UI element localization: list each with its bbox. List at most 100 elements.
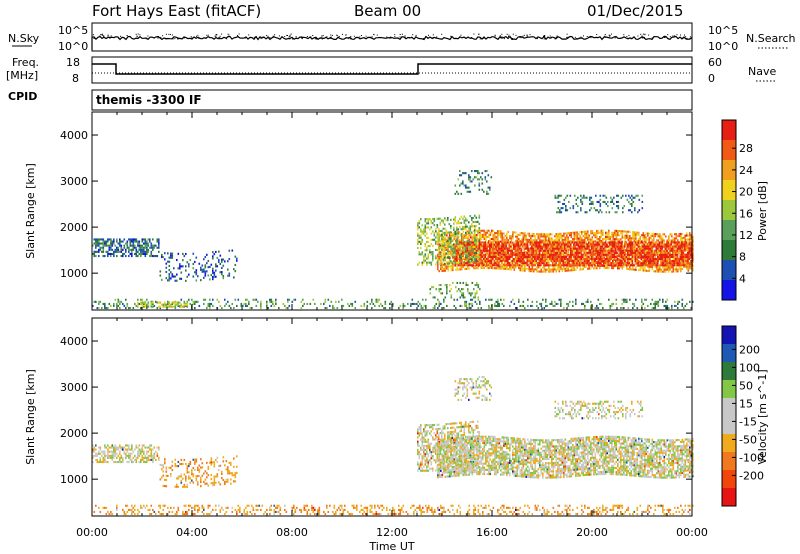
heatmap-cell	[611, 267, 613, 270]
heatmap-cell	[471, 241, 473, 244]
heatmap-cell	[560, 300, 562, 303]
nsearch-point	[672, 35, 674, 37]
heatmap-cell	[654, 302, 657, 305]
heatmap-cell	[302, 298, 304, 301]
nsearch-point	[640, 33, 642, 35]
heatmap-cell	[618, 262, 620, 265]
heatmap-cell	[525, 243, 527, 246]
heatmap-cell	[453, 233, 456, 236]
heatmap-cell	[527, 253, 529, 256]
heatmap-cell	[215, 269, 217, 272]
heatmap-cell	[524, 232, 526, 235]
heatmap-cell	[561, 247, 563, 250]
nsearch-point	[423, 38, 425, 39]
heatmap-cell	[568, 241, 571, 244]
heatmap-cell	[509, 304, 511, 307]
heatmap-cell	[668, 237, 670, 240]
heatmap-cell	[531, 253, 533, 256]
heatmap-cell	[626, 232, 628, 235]
heatmap-cell	[556, 260, 559, 263]
heatmap-cell	[511, 249, 514, 252]
heatmap-cell	[633, 254, 636, 257]
nsearch-point	[373, 34, 375, 36]
heatmap-cell	[674, 258, 676, 261]
heatmap-cell	[532, 264, 535, 267]
heatmap-cell	[143, 248, 145, 251]
heatmap-cell	[634, 260, 637, 263]
heatmap-cell	[626, 265, 628, 268]
heatmap-cell	[596, 246, 598, 249]
heatmap-cell	[651, 263, 654, 266]
heatmap-cell	[586, 260, 589, 263]
heatmap-cell	[423, 255, 425, 258]
heatmap-cell	[499, 260, 502, 263]
heatmap-cell	[597, 260, 600, 263]
heatmap-cell	[457, 251, 460, 254]
heatmap-cell	[559, 262, 562, 265]
nsearch-point	[386, 36, 388, 38]
heatmap-cell	[651, 247, 654, 250]
heatmap-cell	[522, 304, 525, 307]
heatmap-cell	[489, 238, 492, 241]
heatmap-cell	[621, 257, 624, 260]
heatmap-cell	[530, 236, 532, 239]
heatmap-cell	[596, 236, 598, 239]
heatmap-cell	[582, 247, 584, 250]
heatmap-cell	[167, 301, 169, 304]
heatmap-cell	[182, 252, 184, 255]
heatmap-cell	[645, 241, 647, 244]
heatmap-cell	[612, 238, 615, 241]
heatmap-cell	[665, 268, 667, 271]
heatmap-cell	[668, 247, 670, 250]
heatmap-cell	[559, 253, 562, 256]
heatmap-cell	[234, 263, 237, 266]
heatmap-cell	[95, 238, 97, 241]
heatmap-cell	[656, 300, 658, 303]
heatmap-cell	[618, 258, 620, 261]
heatmap-cell	[563, 307, 565, 310]
heatmap-cell	[470, 232, 472, 235]
heatmap-cell	[447, 244, 450, 247]
heatmap-cell	[688, 247, 691, 250]
heatmap-cell	[629, 268, 631, 271]
heatmap-cell	[587, 263, 589, 266]
heatmap-cell	[577, 249, 580, 252]
heatmap-cell	[692, 240, 694, 243]
heatmap-cell	[554, 245, 556, 248]
heatmap-cell	[597, 264, 599, 267]
heatmap-cell	[119, 238, 121, 241]
heatmap-cell	[486, 258, 488, 261]
heatmap-cell	[545, 304, 547, 307]
heatmap-cell	[567, 250, 570, 253]
heatmap-cell	[180, 303, 183, 306]
heatmap-cell	[471, 302, 474, 305]
heatmap-cell	[661, 247, 664, 250]
heatmap-cell	[541, 260, 544, 263]
heatmap-cell	[662, 239, 664, 242]
heatmap-cell	[450, 269, 453, 272]
heatmap-cell	[418, 234, 421, 237]
heatmap-cell	[604, 260, 607, 263]
heatmap-cell	[484, 264, 487, 267]
heatmap-cell	[484, 258, 487, 261]
nsearch-point	[637, 35, 639, 37]
heatmap-cell	[597, 240, 600, 243]
nsearch-point	[100, 34, 102, 35]
heatmap-cell	[573, 269, 576, 272]
heatmap-cell	[141, 238, 144, 241]
heatmap-cell	[418, 226, 421, 229]
heatmap-cell	[567, 264, 569, 267]
heatmap-cell	[463, 262, 466, 265]
heatmap-cell	[549, 255, 551, 258]
heatmap-cell	[649, 264, 652, 267]
heatmap-cell	[491, 248, 493, 251]
heatmap-cell	[627, 245, 629, 248]
heatmap-cell	[564, 251, 566, 254]
heatmap-cell	[537, 262, 539, 265]
heatmap-cell	[608, 231, 610, 234]
heatmap-cell	[144, 238, 147, 241]
heatmap-cell	[425, 304, 427, 307]
heatmap-cell	[150, 301, 153, 304]
heatmap-cell	[664, 264, 667, 267]
heatmap-cell	[606, 245, 608, 248]
